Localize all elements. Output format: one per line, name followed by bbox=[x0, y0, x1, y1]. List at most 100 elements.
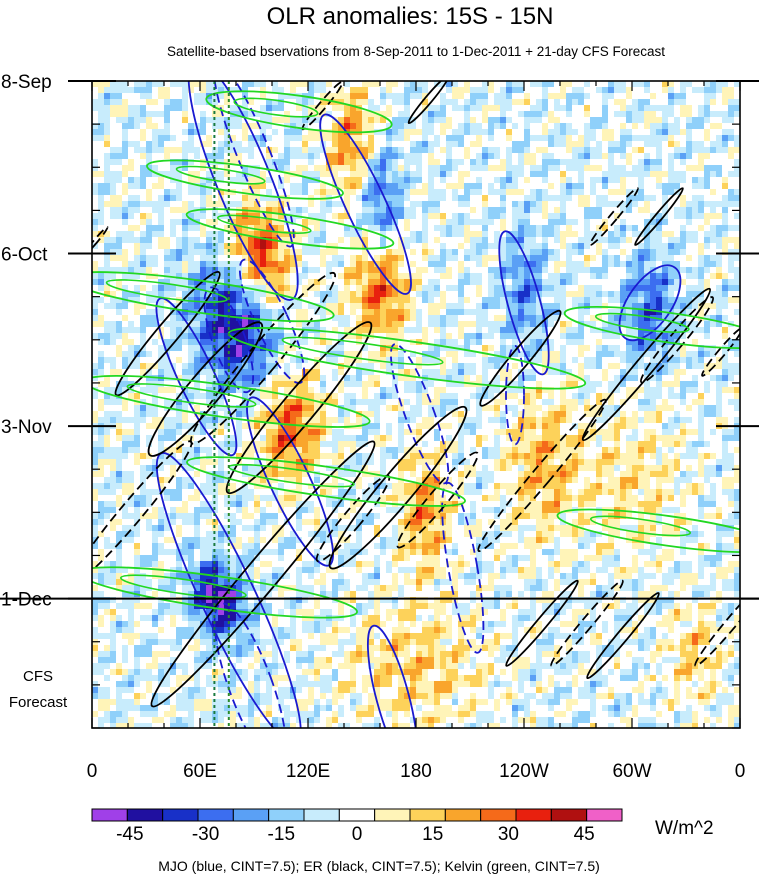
olr-cell bbox=[650, 231, 657, 238]
olr-cell bbox=[596, 189, 603, 196]
olr-cell bbox=[458, 225, 465, 232]
olr-cell bbox=[134, 357, 141, 364]
olr-cell bbox=[692, 303, 699, 310]
olr-cell bbox=[608, 201, 615, 208]
olr-cell bbox=[296, 117, 303, 124]
olr-cell bbox=[440, 351, 447, 358]
olr-cell bbox=[548, 243, 555, 250]
olr-cell bbox=[722, 243, 729, 250]
olr-cell bbox=[266, 261, 273, 268]
olr-cell bbox=[308, 297, 315, 304]
olr-cell bbox=[536, 225, 543, 232]
olr-cell bbox=[554, 273, 561, 280]
olr-cell bbox=[584, 165, 591, 172]
olr-cell bbox=[296, 99, 303, 106]
olr-cell bbox=[446, 237, 453, 244]
olr-cell bbox=[518, 81, 525, 88]
olr-cell bbox=[626, 345, 633, 352]
olr-cell bbox=[206, 183, 213, 190]
olr-cell bbox=[386, 195, 393, 202]
olr-cell bbox=[416, 303, 423, 310]
olr-cell bbox=[554, 219, 561, 226]
olr-cell bbox=[398, 93, 405, 100]
olr-cell bbox=[302, 273, 309, 280]
olr-cell bbox=[416, 159, 423, 166]
olr-cell bbox=[302, 267, 309, 274]
olr-cell bbox=[356, 297, 363, 304]
olr-cell bbox=[308, 351, 315, 358]
olr-cell bbox=[638, 315, 645, 322]
olr-cell bbox=[392, 93, 399, 100]
olr-cell bbox=[296, 351, 303, 358]
olr-cell bbox=[614, 153, 621, 160]
olr-cell bbox=[386, 183, 393, 190]
olr-cell bbox=[380, 333, 387, 340]
olr-cell bbox=[596, 243, 603, 250]
olr-cell bbox=[524, 351, 531, 358]
olr-cell bbox=[224, 171, 231, 178]
olr-cell bbox=[182, 267, 189, 274]
olr-cell bbox=[98, 231, 105, 238]
olr-cell bbox=[482, 237, 489, 244]
olr-cell bbox=[578, 159, 585, 166]
olr-cell bbox=[392, 333, 399, 340]
olr-cell bbox=[686, 309, 693, 316]
olr-cell bbox=[710, 129, 717, 136]
olr-cell bbox=[632, 147, 639, 154]
olr-cell bbox=[620, 351, 627, 358]
olr-cell bbox=[488, 159, 495, 166]
olr-cell bbox=[548, 123, 555, 130]
olr-cell bbox=[680, 321, 687, 328]
olr-cell bbox=[146, 117, 153, 124]
olr-cell bbox=[464, 237, 471, 244]
olr-cell bbox=[560, 123, 567, 130]
olr-cell bbox=[386, 339, 393, 346]
olr-cell bbox=[596, 285, 603, 292]
olr-cell bbox=[488, 261, 495, 268]
olr-cell bbox=[332, 303, 339, 310]
olr-cell bbox=[506, 291, 513, 298]
olr-cell bbox=[350, 135, 357, 142]
olr-cell bbox=[146, 357, 153, 364]
olr-cell bbox=[230, 147, 237, 154]
olr-cell bbox=[104, 273, 111, 280]
olr-cell bbox=[134, 189, 141, 196]
olr-cell bbox=[188, 201, 195, 208]
olr-cell bbox=[686, 111, 693, 118]
olr-cell bbox=[182, 207, 189, 214]
olr-cell bbox=[542, 261, 549, 268]
olr-cell bbox=[140, 81, 147, 88]
olr-cell bbox=[392, 255, 399, 262]
olr-cell bbox=[452, 153, 459, 160]
olr-cell bbox=[518, 243, 525, 250]
olr-cell bbox=[548, 291, 555, 298]
olr-cell bbox=[248, 153, 255, 160]
olr-cell bbox=[158, 195, 165, 202]
olr-cell bbox=[572, 207, 579, 214]
olr-cell bbox=[524, 291, 531, 298]
olr-cell bbox=[134, 285, 141, 292]
olr-cell bbox=[368, 213, 375, 220]
olr-cell bbox=[380, 213, 387, 220]
olr-cell bbox=[620, 135, 627, 142]
olr-cell bbox=[458, 153, 465, 160]
olr-cell bbox=[236, 87, 243, 94]
olr-cell bbox=[140, 153, 147, 160]
olr-cell bbox=[608, 297, 615, 304]
olr-cell bbox=[296, 165, 303, 172]
olr-cell bbox=[542, 213, 549, 220]
olr-cell bbox=[662, 87, 669, 94]
olr-cell bbox=[416, 231, 423, 238]
olr-cell bbox=[152, 315, 159, 322]
olr-cell bbox=[650, 309, 657, 316]
olr-cell bbox=[284, 111, 291, 118]
olr-cell bbox=[722, 93, 729, 100]
olr-cell bbox=[584, 111, 591, 118]
olr-cell bbox=[500, 297, 507, 304]
olr-cell bbox=[164, 165, 171, 172]
olr-cell bbox=[212, 339, 219, 346]
olr-cell bbox=[98, 249, 105, 256]
olr-cell bbox=[692, 291, 699, 298]
olr-cell bbox=[566, 273, 573, 280]
olr-cell bbox=[170, 171, 177, 178]
